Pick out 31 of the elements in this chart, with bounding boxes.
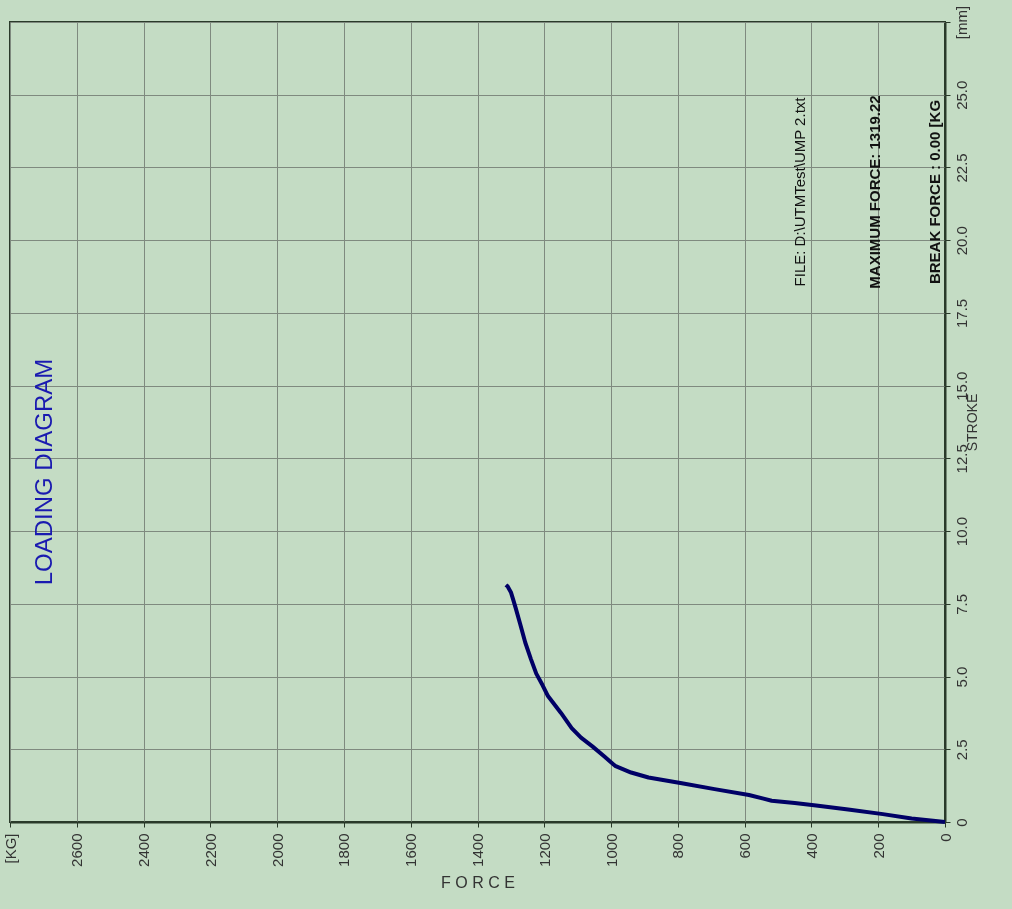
line-series [503, 582, 947, 824]
x-axis-title: F O R C E [441, 873, 515, 891]
x-tick-label: 600 [736, 833, 754, 859]
y-tick-label: 2.5 [952, 739, 970, 761]
x-tick-label: 800 [669, 833, 687, 859]
x-tick-label: 400 [802, 833, 820, 859]
x-tick-label: 1600 [402, 833, 420, 867]
x-tick-label: 1000 [602, 833, 620, 867]
y-tick-label: 20.0 [952, 226, 970, 256]
x-tick-label: 2400 [135, 833, 153, 867]
y-tick-label: 10.0 [952, 516, 970, 547]
x-tick-label: 1800 [335, 833, 353, 867]
y-tick-label: 17.5 [952, 298, 970, 329]
y-tick-label: 22.5 [952, 153, 970, 183]
text: LOADING DIAGRAM [30, 358, 57, 586]
y-tick-label: 0 [952, 818, 970, 827]
x-tick-label: 1200 [535, 833, 553, 867]
annotation: MAXIMUM FORCE: 1319.22 [866, 95, 883, 289]
x-tick-label: 0 [936, 833, 954, 842]
annotation: FILE: D:\UTMTest\UMP 2.txt [791, 96, 808, 287]
y-tick-label: [mm] [952, 5, 970, 40]
y-tick-label: 5.0 [952, 666, 970, 688]
x-tick-label: 2000 [268, 833, 286, 867]
y-tick-label: 7.5 [952, 593, 970, 615]
x-tick-label: 1400 [469, 833, 486, 867]
y-tick-label: 25.0 [952, 80, 970, 110]
x-tick-label: [KG] [1, 833, 19, 864]
x-tick-label: 2600 [68, 833, 86, 867]
annotation: BREAK FORCE : 0.00 [KG [926, 99, 943, 285]
x-tick-label: 200 [869, 833, 887, 859]
x-tick-label: 2200 [201, 833, 219, 867]
